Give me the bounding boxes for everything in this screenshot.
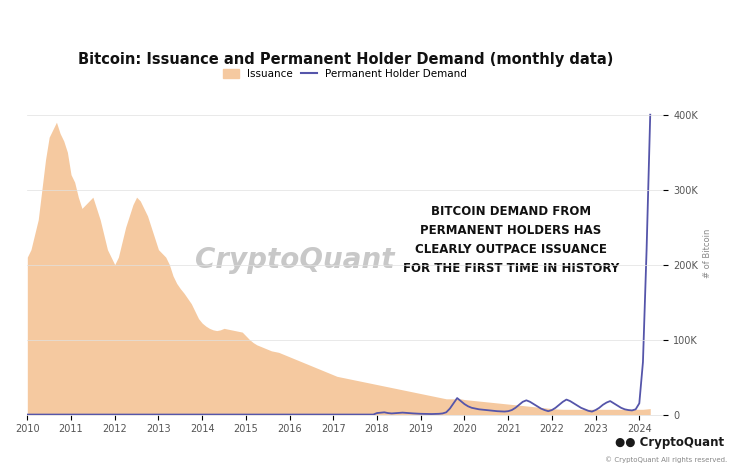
Text: CryptoQuant: CryptoQuant bbox=[195, 246, 394, 274]
Text: ●● CryptoQuant: ●● CryptoQuant bbox=[615, 436, 724, 449]
Text: BITCOIN DEMAND FROM
PERMANENT HOLDERS HAS
CLEARLY OUTPACE ISSUANCE
FOR THE FIRST: BITCOIN DEMAND FROM PERMANENT HOLDERS HA… bbox=[403, 205, 619, 276]
Legend: Issuance, Permanent Holder Demand: Issuance, Permanent Holder Demand bbox=[219, 65, 472, 83]
Title: Bitcoin: Issuance and Permanent Holder Demand (monthly data): Bitcoin: Issuance and Permanent Holder D… bbox=[78, 52, 613, 67]
Text: © CryptoQuant All rights reserved.: © CryptoQuant All rights reserved. bbox=[605, 457, 728, 463]
Y-axis label: # of Bitcoin: # of Bitcoin bbox=[704, 229, 712, 278]
